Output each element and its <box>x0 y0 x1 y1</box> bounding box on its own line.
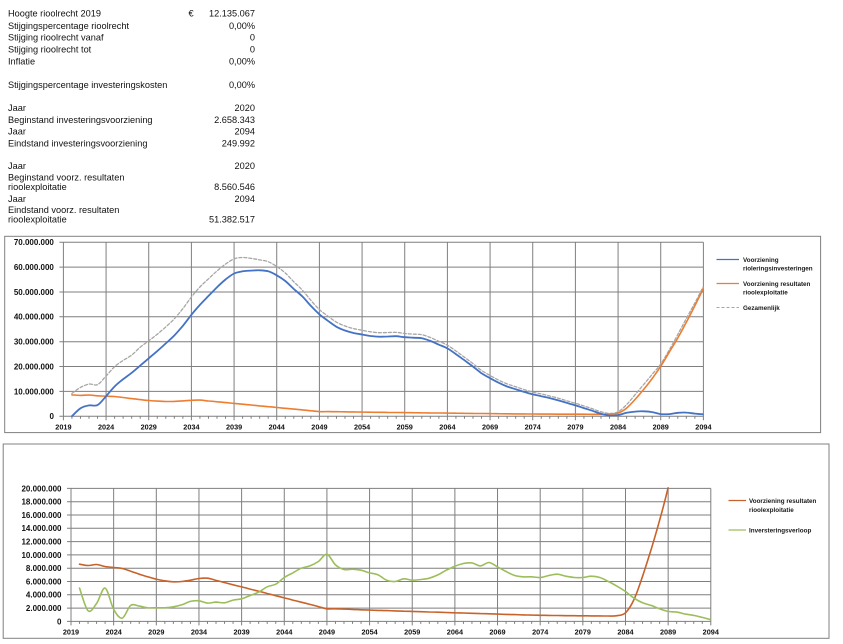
svg-text:2039: 2039 <box>226 423 242 432</box>
svg-text:Inflatie: Inflatie <box>8 57 35 67</box>
svg-text:Jaar: Jaar <box>8 161 26 171</box>
svg-text:2019: 2019 <box>55 423 71 432</box>
svg-text:Gezamenlijk: Gezamenlijk <box>743 305 780 312</box>
svg-text:2079: 2079 <box>575 628 591 637</box>
svg-text:0,00%: 0,00% <box>229 21 255 31</box>
svg-text:16.000.000: 16.000.000 <box>21 511 62 520</box>
svg-text:2029: 2029 <box>141 423 157 432</box>
svg-text:70.000.000: 70.000.000 <box>14 238 55 247</box>
svg-text:14.000.000: 14.000.000 <box>21 524 62 533</box>
svg-text:20.000.000: 20.000.000 <box>14 363 55 372</box>
svg-text:2094: 2094 <box>235 194 255 204</box>
svg-text:2074: 2074 <box>525 423 542 432</box>
svg-text:2064: 2064 <box>447 628 464 637</box>
svg-text:2049: 2049 <box>319 628 335 637</box>
svg-text:2059: 2059 <box>404 628 420 637</box>
svg-text:2069: 2069 <box>489 628 505 637</box>
svg-text:0,00%: 0,00% <box>229 80 255 90</box>
svg-text:249.992: 249.992 <box>222 138 255 148</box>
svg-text:60.000.000: 60.000.000 <box>14 263 55 272</box>
svg-text:2024: 2024 <box>106 628 123 637</box>
svg-text:12.000.000: 12.000.000 <box>21 538 62 547</box>
svg-text:Eindstand investeringsvoorzien: Eindstand investeringsvoorziening <box>8 138 147 148</box>
svg-text:Voorziening resultaten: Voorziening resultaten <box>749 498 817 505</box>
svg-text:Beginstand voorz. resultaten: Beginstand voorz. resultaten <box>8 173 124 183</box>
svg-text:2019: 2019 <box>63 628 79 637</box>
svg-text:2.000.000: 2.000.000 <box>26 604 62 613</box>
svg-text:Eindstand voorz. resultaten: Eindstand voorz. resultaten <box>8 205 119 215</box>
svg-text:50.000.000: 50.000.000 <box>14 288 55 297</box>
svg-text:2094: 2094 <box>703 628 720 637</box>
svg-text:2044: 2044 <box>276 628 293 637</box>
svg-text:2084: 2084 <box>610 423 627 432</box>
svg-text:2079: 2079 <box>567 423 583 432</box>
svg-text:2.658.343: 2.658.343 <box>214 115 255 125</box>
svg-text:2054: 2054 <box>354 423 371 432</box>
svg-text:rioolexploitatie: rioolexploitatie <box>743 289 788 296</box>
svg-text:Hoogte rioolrecht 2019: Hoogte rioolrecht 2019 <box>8 9 101 19</box>
svg-text:51.382.517: 51.382.517 <box>209 215 255 225</box>
svg-text:2084: 2084 <box>617 628 634 637</box>
svg-text:Stijgingspercentage investerin: Stijgingspercentage investeringskosten <box>8 80 167 90</box>
svg-text:2049: 2049 <box>311 423 327 432</box>
svg-text:2089: 2089 <box>660 628 676 637</box>
svg-text:2034: 2034 <box>183 423 200 432</box>
svg-text:2074: 2074 <box>532 628 549 637</box>
svg-text:Jaar: Jaar <box>8 126 26 136</box>
svg-text:Stijging rioolrecht vanaf: Stijging rioolrecht vanaf <box>8 33 104 43</box>
svg-text:Stijgingspercentage rioolrecht: Stijgingspercentage rioolrecht <box>8 21 129 31</box>
svg-text:Voorziening resultaten: Voorziening resultaten <box>743 281 811 288</box>
svg-text:rioolexploitatie: rioolexploitatie <box>8 215 67 225</box>
svg-text:0: 0 <box>49 412 54 421</box>
svg-text:2039: 2039 <box>233 628 249 637</box>
svg-text:12.135.067: 12.135.067 <box>209 9 255 19</box>
svg-text:10.000.000: 10.000.000 <box>14 387 55 396</box>
svg-text:2020: 2020 <box>235 103 255 113</box>
svg-text:8.000.000: 8.000.000 <box>26 564 62 573</box>
svg-text:Inversteringsverloop: Inversteringsverloop <box>749 527 811 534</box>
svg-text:rioolexploitatie: rioolexploitatie <box>749 507 794 514</box>
svg-text:8.560.546: 8.560.546 <box>214 182 255 192</box>
svg-text:0: 0 <box>250 45 255 55</box>
svg-text:2020: 2020 <box>235 161 255 171</box>
svg-text:20.000.000: 20.000.000 <box>21 484 62 493</box>
svg-text:2034: 2034 <box>191 628 208 637</box>
svg-text:rioleringsinvesteringen: rioleringsinvesteringen <box>743 265 813 272</box>
svg-text:18.000.000: 18.000.000 <box>21 498 62 507</box>
svg-text:2094: 2094 <box>695 423 712 432</box>
svg-text:0: 0 <box>250 33 255 43</box>
svg-text:Jaar: Jaar <box>8 103 26 113</box>
svg-text:2024: 2024 <box>98 423 115 432</box>
svg-text:0: 0 <box>57 617 62 626</box>
svg-text:0,00%: 0,00% <box>229 57 255 67</box>
svg-text:Stijging rioolrecht tot: Stijging rioolrecht tot <box>8 45 92 55</box>
svg-text:2044: 2044 <box>269 423 286 432</box>
svg-text:6.000.000: 6.000.000 <box>26 577 62 586</box>
svg-text:2089: 2089 <box>653 423 669 432</box>
svg-text:2054: 2054 <box>361 628 378 637</box>
svg-text:2069: 2069 <box>482 423 498 432</box>
svg-text:30.000.000: 30.000.000 <box>14 338 55 347</box>
svg-text:10.000.000: 10.000.000 <box>21 551 62 560</box>
svg-text:€: € <box>189 9 194 19</box>
svg-text:Beginstand investeringsvoorzie: Beginstand investeringsvoorziening <box>8 115 153 125</box>
svg-text:4.000.000: 4.000.000 <box>26 591 62 600</box>
svg-text:rioolexploitatie: rioolexploitatie <box>8 182 67 192</box>
svg-text:2059: 2059 <box>397 423 413 432</box>
svg-text:Voorziening: Voorziening <box>743 257 779 264</box>
svg-text:Jaar: Jaar <box>8 194 26 204</box>
svg-text:40.000.000: 40.000.000 <box>14 313 55 322</box>
svg-text:2029: 2029 <box>148 628 164 637</box>
svg-text:2094: 2094 <box>235 126 255 136</box>
svg-text:2064: 2064 <box>439 423 456 432</box>
